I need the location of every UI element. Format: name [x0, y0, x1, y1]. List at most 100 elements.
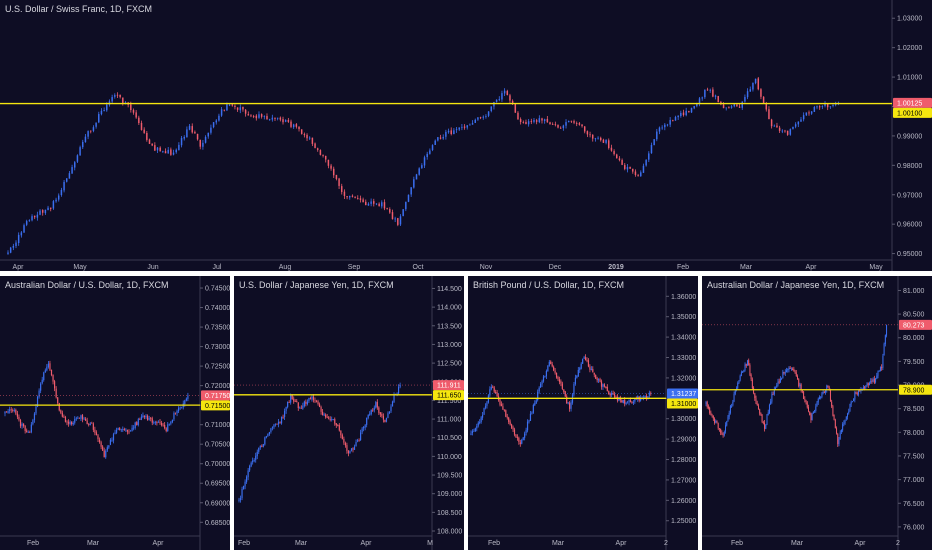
candle-body: [859, 390, 861, 392]
candle-body: [784, 372, 786, 374]
x-tick-label: Mar: [552, 540, 565, 547]
candle-body: [653, 139, 655, 146]
candle-body: [376, 402, 378, 408]
candle-body: [117, 427, 119, 430]
candle-body: [399, 385, 401, 387]
candle-body: [215, 120, 218, 123]
candle-body: [112, 434, 115, 441]
price-badge-label: 1.31237: [671, 391, 696, 398]
candle-body: [265, 436, 267, 438]
candle-body: [847, 413, 849, 417]
y-tick-label: 0.73500: [205, 325, 230, 332]
candle-body: [603, 384, 605, 387]
candle-body: [258, 114, 260, 118]
candle-body: [273, 424, 275, 428]
candle-body: [725, 107, 727, 109]
candle-body: [105, 450, 107, 458]
candle-body: [817, 398, 819, 403]
candles-group: [238, 382, 401, 503]
candle-body: [496, 392, 498, 397]
candle-body: [586, 360, 588, 362]
candle-body: [765, 102, 768, 110]
candle-body: [532, 404, 534, 413]
candle-body: [47, 363, 49, 368]
candle-body: [848, 411, 850, 414]
candle-body: [274, 423, 277, 425]
x-tick-label: Apr: [855, 540, 867, 547]
candle-body: [32, 419, 34, 425]
candle-body: [393, 394, 395, 403]
candle-body: [866, 383, 868, 386]
chart-pane-gbpusd[interactable]: 1.36000 1.35000 1.34000 1.33000 1.32000 1.310…: [468, 276, 698, 550]
x-tick-label: Aug: [279, 264, 292, 271]
y-tick-label: 77.500: [903, 453, 925, 460]
candle-body: [543, 119, 546, 121]
candle-body: [757, 405, 759, 409]
candle-body: [856, 393, 858, 395]
candle-body: [391, 212, 394, 220]
candle-body: [586, 131, 589, 135]
candle-body: [521, 439, 523, 444]
chart-pane-audjpy[interactable]: 81.00080.50080.00079.50079.00078.50078.0…: [702, 276, 932, 550]
candle-body: [97, 435, 99, 440]
candle-body: [223, 109, 226, 111]
candle-body: [611, 392, 613, 396]
chart-title-gbpusd: British Pound / U.S. Dollar, 1D, FXCM: [473, 280, 625, 290]
candle-body: [557, 377, 559, 380]
candle-body: [359, 198, 362, 200]
candle-body: [159, 421, 161, 423]
candle-body: [125, 429, 127, 431]
candle-body: [130, 104, 132, 111]
candle-body: [525, 122, 527, 124]
chart-svg-audjpy: 81.00080.50080.00079.50079.00078.50078.0…: [702, 276, 932, 550]
candle-body: [573, 384, 575, 395]
candle-body: [340, 430, 342, 436]
candle-body: [55, 388, 57, 398]
x-tick-label: Feb: [238, 540, 250, 547]
candle-body: [581, 124, 583, 127]
candle-body: [5, 411, 8, 413]
candle-body: [886, 324, 888, 336]
candle-body: [591, 134, 594, 139]
candle-body: [57, 397, 59, 404]
candle-body: [870, 380, 872, 383]
candle-body: [337, 425, 339, 426]
y-tick-label: 0.69500: [205, 481, 230, 488]
candle-body: [644, 395, 646, 398]
chart-pane-usdjpy[interactable]: 114.500114.000113.500113.000112.500112.0…: [234, 276, 464, 550]
candle-body: [358, 439, 360, 441]
chart-pane-usdchf[interactable]: 1.030001.020001.010001.000000.990000.980…: [0, 0, 932, 271]
candle-body: [267, 433, 269, 437]
candle-body: [308, 137, 311, 139]
candle-body: [41, 379, 43, 384]
candle-body: [68, 173, 71, 179]
candle-body: [90, 130, 92, 132]
candle-body: [567, 402, 569, 404]
candle-body: [181, 407, 183, 409]
candle-body: [343, 438, 345, 443]
candle-body: [593, 372, 595, 375]
candle-body: [185, 398, 187, 401]
candle-body: [171, 419, 173, 422]
candle-body: [721, 432, 723, 434]
candle-body: [18, 416, 20, 420]
candle-body: [640, 172, 642, 177]
x-tick-label: Apr: [361, 540, 373, 547]
candle-body: [776, 385, 778, 388]
chart-pane-audusd[interactable]: 0.74500 0.74000 0.73500 0.73000 0.72500 0.720…: [0, 276, 230, 550]
candle-body: [378, 203, 380, 207]
y-tick-label: 0.98000: [897, 163, 922, 170]
candle-body: [129, 430, 132, 432]
candle-body: [546, 118, 549, 123]
candle-body: [431, 145, 434, 151]
candle-body: [559, 127, 562, 129]
candle-body: [396, 393, 398, 395]
candle-body: [157, 421, 160, 423]
candle-body: [773, 389, 775, 395]
candle-body: [220, 109, 223, 116]
chart-svg-usdjpy: 114.500114.000113.500113.000112.500112.0…: [234, 276, 464, 550]
candle-body: [828, 387, 830, 390]
candle-body: [480, 417, 482, 423]
candle-body: [335, 174, 338, 180]
candle-body: [330, 165, 332, 169]
